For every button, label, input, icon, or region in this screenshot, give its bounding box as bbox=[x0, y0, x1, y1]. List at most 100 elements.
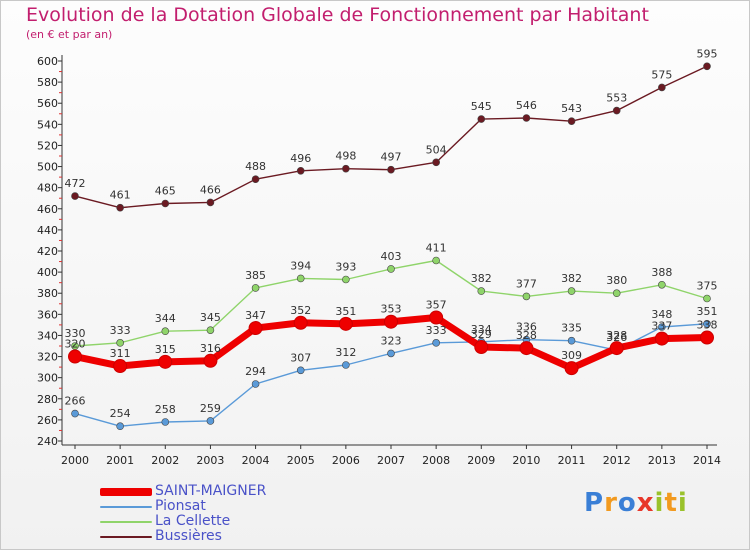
data-point bbox=[612, 106, 621, 115]
y-tick-label: 540 bbox=[37, 118, 58, 131]
data-point bbox=[71, 409, 79, 418]
data-label: 466 bbox=[200, 183, 221, 196]
data-point bbox=[116, 422, 124, 431]
y-tick-label: 400 bbox=[37, 266, 58, 279]
data-label: 543 bbox=[561, 102, 582, 115]
data-point bbox=[338, 316, 353, 331]
data-label: 351 bbox=[697, 305, 718, 318]
data-label: 382 bbox=[471, 272, 492, 285]
data-point bbox=[703, 320, 711, 328]
data-label: 488 bbox=[245, 160, 266, 173]
x-tick-label: 2004 bbox=[242, 454, 270, 467]
data-point bbox=[567, 117, 576, 125]
line-chart: 240 260 280 300 320 340 360 380 400 420 440 460 480 5… bbox=[37, 47, 721, 467]
data-point bbox=[432, 256, 440, 265]
data-point bbox=[612, 289, 621, 298]
data-label: 344 bbox=[155, 312, 176, 325]
data-point bbox=[296, 166, 305, 175]
data-point bbox=[248, 321, 263, 336]
data-point bbox=[71, 192, 79, 200]
legend-label: Bussières bbox=[155, 528, 222, 544]
data-label: 377 bbox=[516, 277, 537, 290]
data-point bbox=[342, 275, 350, 284]
data-point bbox=[432, 158, 440, 167]
data-label: 553 bbox=[606, 92, 627, 105]
series-pionsat bbox=[71, 320, 711, 431]
data-label: 333 bbox=[426, 324, 447, 337]
data-point bbox=[387, 265, 395, 273]
logo-letter: t bbox=[664, 488, 678, 518]
data-label: 335 bbox=[561, 322, 582, 335]
data-point bbox=[251, 175, 260, 184]
x-tick-label: 2007 bbox=[377, 454, 405, 467]
logo-letter: o bbox=[617, 488, 637, 518]
data-label: 312 bbox=[335, 346, 356, 359]
series-layer bbox=[68, 62, 714, 431]
data-point bbox=[116, 339, 124, 347]
data-label: 461 bbox=[110, 189, 131, 202]
data-point bbox=[161, 199, 170, 208]
chart-subtitle: (en € et par an) bbox=[26, 28, 113, 41]
data-label: 351 bbox=[335, 305, 356, 318]
data-label: 258 bbox=[155, 403, 176, 416]
data-label: 336 bbox=[516, 321, 537, 334]
data-label: 320 bbox=[65, 338, 86, 351]
data-label: 326 bbox=[606, 331, 627, 344]
series-saint-maigner bbox=[68, 310, 714, 376]
y-tick-label: 320 bbox=[37, 351, 58, 364]
data-point bbox=[658, 83, 666, 92]
data-point bbox=[477, 115, 486, 123]
data-point bbox=[342, 164, 350, 173]
data-label: 348 bbox=[651, 308, 672, 321]
legend-swatch bbox=[100, 536, 152, 538]
x-tick-label: 2000 bbox=[61, 454, 89, 467]
data-point bbox=[522, 292, 531, 301]
data-point bbox=[567, 336, 576, 345]
data-label: 254 bbox=[110, 407, 131, 420]
data-label: 546 bbox=[516, 99, 537, 112]
data-point bbox=[654, 331, 669, 346]
x-tick-label: 2014 bbox=[693, 454, 721, 467]
data-point bbox=[206, 417, 215, 425]
y-tick-label: 440 bbox=[37, 224, 58, 237]
data-label: 337 bbox=[651, 320, 672, 333]
data-point bbox=[68, 349, 82, 364]
legend-swatch bbox=[100, 521, 152, 523]
y-tick-label: 340 bbox=[37, 329, 58, 342]
data-point bbox=[609, 341, 624, 356]
data-point bbox=[251, 284, 260, 292]
data-label: 347 bbox=[245, 309, 266, 322]
data-label: 388 bbox=[651, 266, 672, 279]
data-label: 307 bbox=[290, 351, 311, 364]
data-label: 311 bbox=[110, 347, 131, 360]
y-tick-label: 300 bbox=[37, 372, 58, 385]
data-label: 498 bbox=[335, 150, 356, 163]
data-point bbox=[251, 380, 260, 388]
y-tick-label: 240 bbox=[37, 435, 58, 448]
legend-swatch bbox=[100, 506, 152, 508]
data-label: 393 bbox=[335, 261, 356, 274]
data-point bbox=[116, 203, 124, 212]
data-label: 497 bbox=[381, 151, 402, 164]
data-label: 334 bbox=[471, 323, 492, 336]
data-label: 504 bbox=[426, 143, 447, 156]
y-tick-label: 500 bbox=[37, 161, 58, 174]
data-point bbox=[387, 165, 395, 174]
y-tick-label: 520 bbox=[37, 139, 58, 152]
data-label: 411 bbox=[426, 242, 447, 255]
data-point bbox=[519, 341, 534, 356]
data-label: 323 bbox=[381, 334, 402, 347]
data-point bbox=[477, 287, 486, 295]
data-label: 545 bbox=[471, 100, 492, 113]
proxiti-logo: Proxiti bbox=[584, 488, 688, 518]
series-bussi-res bbox=[71, 62, 711, 212]
data-label: 330 bbox=[65, 327, 86, 340]
data-label: 380 bbox=[606, 274, 627, 287]
series-la-cellette bbox=[71, 256, 711, 350]
x-tick-label: 2002 bbox=[151, 454, 179, 467]
y-tick-label: 600 bbox=[37, 55, 58, 68]
data-point bbox=[296, 274, 305, 283]
data-label: 338 bbox=[697, 319, 718, 332]
y-tick-label: 480 bbox=[37, 182, 58, 195]
data-point bbox=[387, 349, 395, 358]
